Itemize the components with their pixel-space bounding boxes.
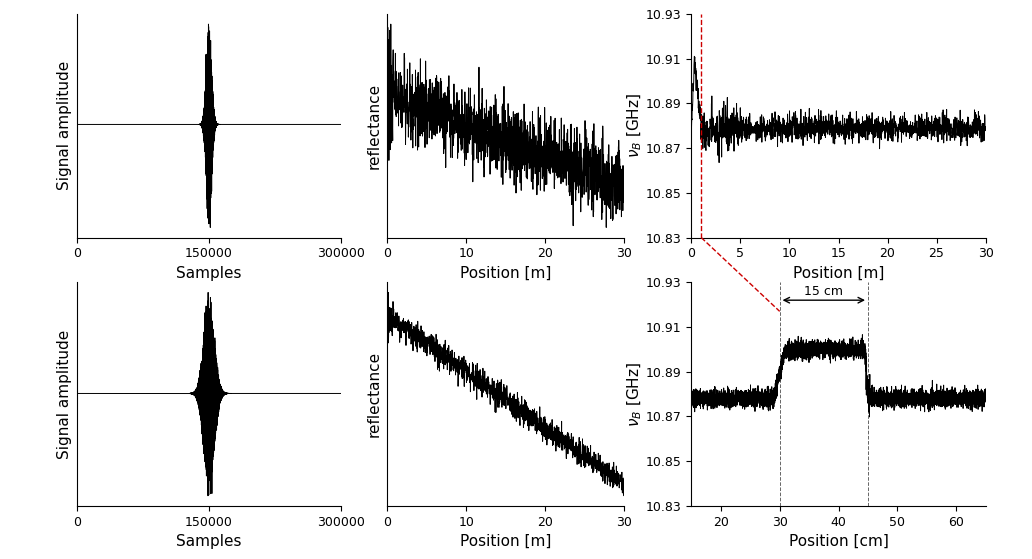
- X-axis label: Samples: Samples: [176, 534, 241, 549]
- Text: (a): (a): [196, 305, 222, 323]
- X-axis label: Position [m]: Position [m]: [793, 266, 884, 281]
- Text: (c): (c): [493, 305, 518, 323]
- X-axis label: Samples: Samples: [176, 266, 241, 281]
- Y-axis label: reflectance: reflectance: [366, 351, 382, 437]
- Y-axis label: $\nu_B$ [GHz]: $\nu_B$ [GHz]: [626, 93, 644, 158]
- Y-axis label: $\nu_B$ [GHz]: $\nu_B$ [GHz]: [626, 362, 644, 427]
- X-axis label: Position [m]: Position [m]: [460, 534, 551, 549]
- Y-axis label: Signal amplitude: Signal amplitude: [57, 61, 72, 191]
- X-axis label: Position [cm]: Position [cm]: [788, 534, 889, 549]
- Y-axis label: Signal amplitude: Signal amplitude: [57, 329, 72, 459]
- Y-axis label: reflectance: reflectance: [366, 83, 382, 169]
- Text: (e): (e): [826, 305, 851, 323]
- Text: 15 cm: 15 cm: [804, 285, 843, 298]
- X-axis label: Position [m]: Position [m]: [460, 266, 551, 281]
